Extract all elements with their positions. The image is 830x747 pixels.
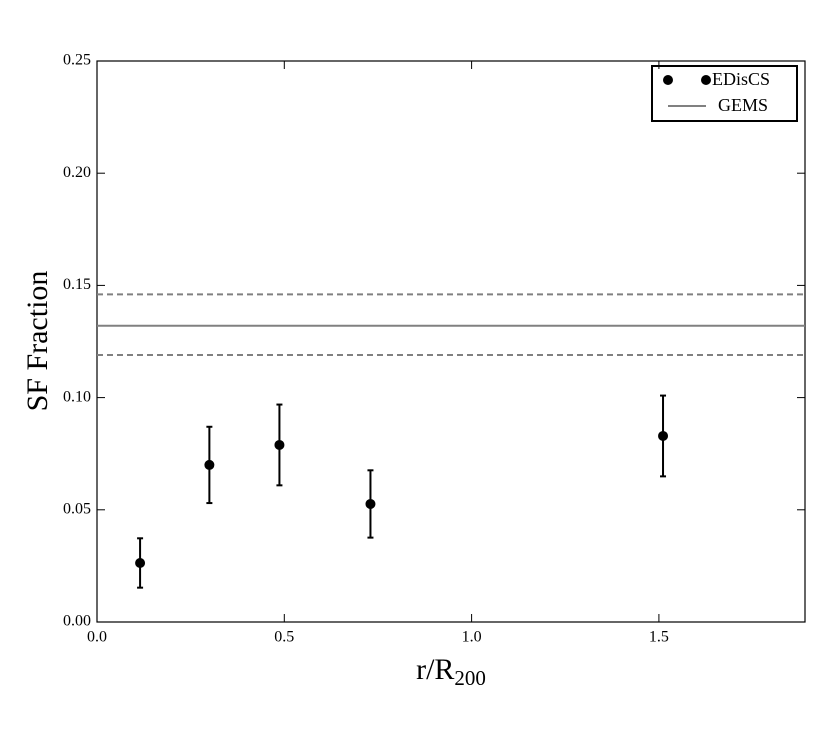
- x-tick-label: 1.5: [649, 629, 669, 646]
- data-point: [135, 557, 146, 568]
- x-tick-label: 1.0: [462, 629, 482, 646]
- y-tick-label: 0.00: [63, 613, 91, 630]
- y-tick-label: 0.20: [63, 164, 91, 181]
- x-axis-label: r/R200: [416, 653, 486, 690]
- x-axis-label-main: r/R: [416, 653, 454, 686]
- legend-marker: [663, 75, 673, 85]
- y-tick-label: 0.15: [63, 276, 91, 293]
- x-tick-label: 0.0: [87, 629, 107, 646]
- y-tick-label: 0.10: [63, 388, 91, 405]
- data-point: [274, 439, 285, 450]
- y-tick-label: 0.05: [63, 500, 91, 517]
- y-axis-label: SF Fraction: [21, 271, 54, 412]
- y-tick-label: 0.25: [63, 52, 91, 69]
- legend-box: [651, 65, 798, 122]
- data-point: [204, 459, 215, 470]
- plot-frame: [96, 60, 806, 623]
- legend-marker: [701, 75, 711, 85]
- data-point: [365, 498, 376, 509]
- x-axis-label-sub: 200: [454, 666, 486, 690]
- legend-label: GEMS: [718, 95, 768, 115]
- legend-label: EDisCS: [712, 69, 770, 89]
- data-point: [658, 430, 669, 441]
- x-tick-label: 0.5: [274, 629, 294, 646]
